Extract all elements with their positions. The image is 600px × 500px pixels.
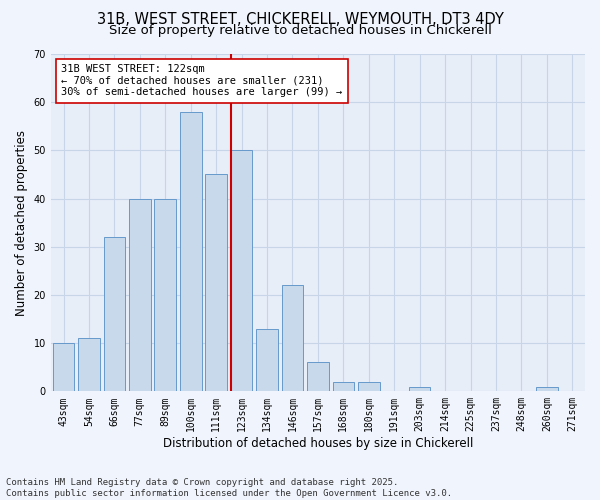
Bar (53, 343, 74, 392)
X-axis label: Distribution of detached houses by size in Chickerell: Distribution of detached houses by size … (163, 437, 473, 450)
Y-axis label: Number of detached properties: Number of detached properties (15, 130, 28, 316)
Bar (358, 382, 380, 392)
Text: 31B WEST STREET: 122sqm
← 70% of detached houses are smaller (231)
30% of semi-d: 31B WEST STREET: 122sqm ← 70% of detache… (61, 64, 343, 98)
Bar (231, 150, 253, 392)
Bar (332, 382, 354, 392)
Bar (104, 237, 125, 392)
Text: Contains HM Land Registry data © Crown copyright and database right 2025.
Contai: Contains HM Land Registry data © Crown c… (6, 478, 452, 498)
Bar (78, 338, 100, 392)
Bar (536, 386, 557, 392)
Bar (281, 286, 303, 392)
Text: 31B, WEST STREET, CHICKERELL, WEYMOUTH, DT3 4DY: 31B, WEST STREET, CHICKERELL, WEYMOUTH, … (97, 12, 503, 28)
Bar (205, 174, 227, 392)
Bar (307, 362, 329, 392)
Bar (256, 328, 278, 392)
Bar (129, 198, 151, 392)
Bar (409, 386, 430, 392)
Bar (154, 198, 176, 392)
Text: Size of property relative to detached houses in Chickerell: Size of property relative to detached ho… (109, 24, 491, 37)
Bar (180, 112, 202, 392)
